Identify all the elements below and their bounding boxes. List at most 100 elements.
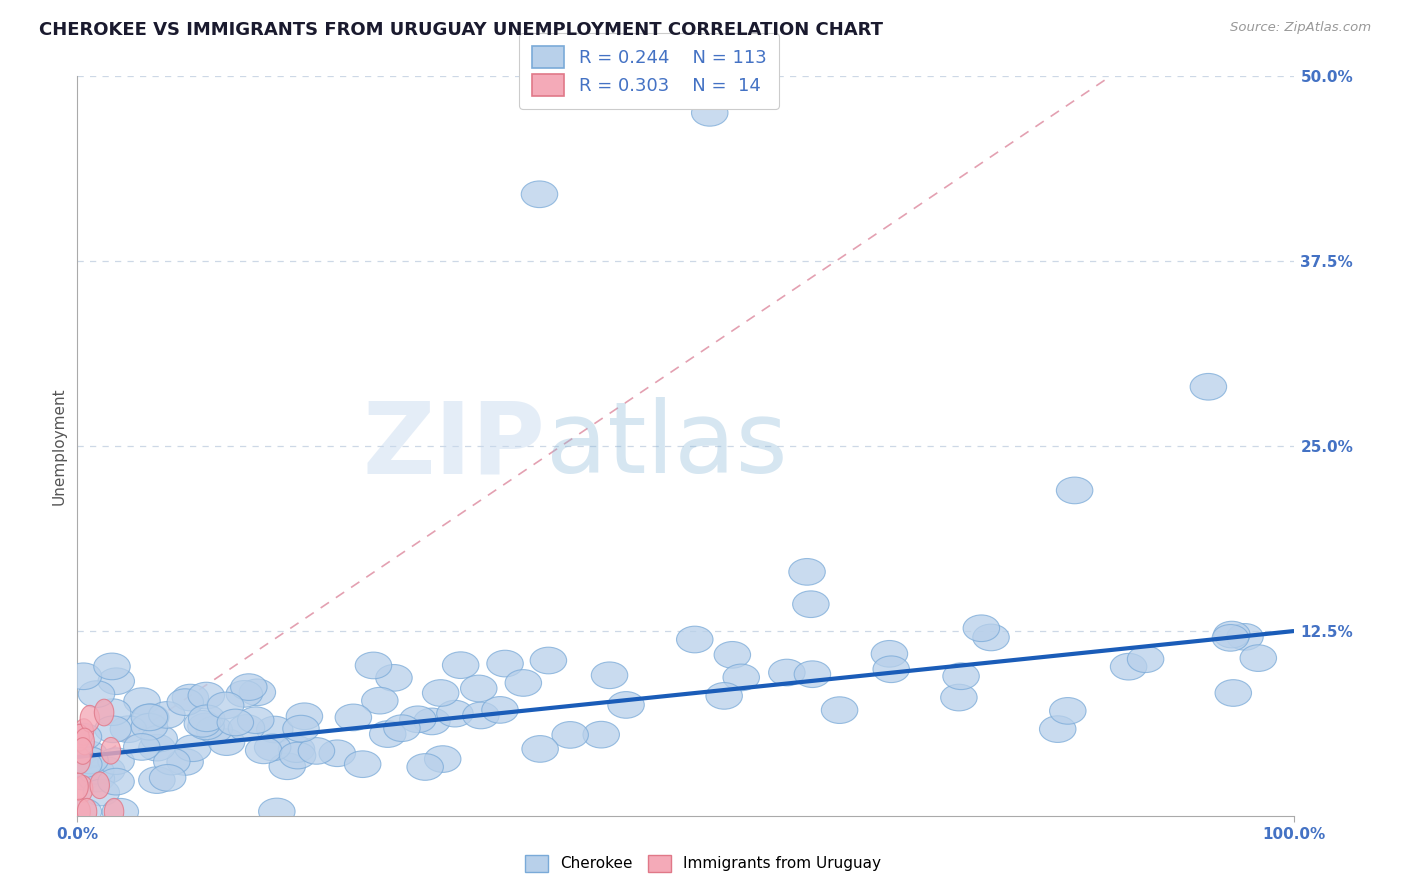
Ellipse shape — [131, 714, 167, 740]
Ellipse shape — [208, 729, 245, 756]
Ellipse shape — [98, 747, 135, 774]
Ellipse shape — [789, 558, 825, 585]
Ellipse shape — [522, 736, 558, 763]
Ellipse shape — [65, 723, 101, 750]
Ellipse shape — [873, 656, 910, 682]
Ellipse shape — [98, 668, 135, 695]
Legend: Cherokee, Immigrants from Uruguay: Cherokee, Immigrants from Uruguay — [519, 849, 887, 878]
Ellipse shape — [422, 680, 458, 706]
Ellipse shape — [153, 748, 190, 775]
Ellipse shape — [1056, 477, 1092, 504]
Ellipse shape — [217, 709, 253, 736]
Ellipse shape — [149, 702, 186, 728]
Ellipse shape — [298, 738, 335, 764]
Ellipse shape — [70, 724, 90, 751]
Ellipse shape — [69, 773, 89, 800]
Ellipse shape — [188, 682, 225, 709]
Ellipse shape — [963, 615, 1000, 641]
Ellipse shape — [167, 748, 204, 775]
Ellipse shape — [124, 688, 160, 714]
Ellipse shape — [174, 735, 211, 762]
Ellipse shape — [425, 746, 461, 772]
Ellipse shape — [75, 719, 94, 746]
Ellipse shape — [269, 753, 305, 780]
Ellipse shape — [437, 700, 474, 727]
Ellipse shape — [254, 734, 291, 761]
Ellipse shape — [399, 706, 436, 732]
Ellipse shape — [1128, 646, 1164, 673]
Ellipse shape — [188, 705, 225, 731]
Ellipse shape — [226, 681, 263, 707]
Ellipse shape — [344, 751, 381, 778]
Ellipse shape — [65, 764, 101, 790]
Ellipse shape — [172, 684, 208, 711]
Ellipse shape — [461, 675, 496, 702]
Ellipse shape — [132, 704, 169, 731]
Ellipse shape — [139, 734, 176, 761]
Ellipse shape — [706, 682, 742, 709]
Ellipse shape — [592, 662, 627, 689]
Ellipse shape — [676, 626, 713, 653]
Ellipse shape — [70, 741, 107, 768]
Ellipse shape — [94, 699, 114, 726]
Ellipse shape — [384, 714, 420, 741]
Ellipse shape — [139, 767, 176, 793]
Ellipse shape — [90, 772, 110, 798]
Ellipse shape — [70, 747, 107, 772]
Ellipse shape — [335, 704, 371, 731]
Ellipse shape — [65, 798, 101, 825]
Ellipse shape — [1226, 624, 1263, 650]
Ellipse shape — [794, 661, 831, 688]
Text: Source: ZipAtlas.com: Source: ZipAtlas.com — [1230, 21, 1371, 34]
Ellipse shape — [872, 640, 908, 667]
Ellipse shape — [413, 708, 450, 735]
Ellipse shape — [195, 716, 232, 743]
Ellipse shape — [65, 663, 101, 690]
Ellipse shape — [607, 691, 644, 718]
Text: atlas: atlas — [546, 398, 787, 494]
Ellipse shape — [103, 798, 139, 825]
Ellipse shape — [553, 722, 588, 748]
Ellipse shape — [167, 689, 204, 715]
Ellipse shape — [70, 747, 90, 773]
Ellipse shape — [973, 624, 1010, 651]
Ellipse shape — [723, 664, 759, 690]
Ellipse shape — [94, 716, 131, 743]
Ellipse shape — [259, 798, 295, 825]
Ellipse shape — [443, 652, 479, 679]
Ellipse shape — [94, 698, 131, 725]
Ellipse shape — [79, 681, 115, 707]
Ellipse shape — [486, 650, 523, 677]
Ellipse shape — [505, 670, 541, 697]
Ellipse shape — [66, 751, 103, 778]
Ellipse shape — [1189, 374, 1226, 401]
Ellipse shape — [246, 737, 281, 764]
Ellipse shape — [124, 733, 160, 760]
Ellipse shape — [239, 679, 276, 706]
Ellipse shape — [73, 738, 93, 764]
Ellipse shape — [83, 780, 120, 805]
Ellipse shape — [1213, 621, 1250, 648]
Ellipse shape — [80, 706, 100, 732]
Legend: R = 0.244    N = 113, R = 0.303    N =  14: R = 0.244 N = 113, R = 0.303 N = 14 — [519, 33, 779, 109]
Ellipse shape — [238, 706, 274, 733]
Ellipse shape — [463, 702, 499, 729]
Ellipse shape — [73, 775, 93, 802]
Ellipse shape — [1240, 645, 1277, 672]
Text: CHEROKEE VS IMMIGRANTS FROM URUGUAY UNEMPLOYMENT CORRELATION CHART: CHEROKEE VS IMMIGRANTS FROM URUGUAY UNEM… — [39, 21, 883, 38]
Ellipse shape — [941, 684, 977, 711]
Ellipse shape — [184, 710, 221, 737]
Ellipse shape — [104, 798, 124, 825]
Ellipse shape — [72, 747, 108, 773]
Ellipse shape — [1215, 680, 1251, 706]
Ellipse shape — [714, 641, 751, 668]
Ellipse shape — [77, 798, 97, 825]
Y-axis label: Unemployment: Unemployment — [51, 387, 66, 505]
Ellipse shape — [1049, 698, 1085, 724]
Ellipse shape — [141, 725, 177, 752]
Ellipse shape — [131, 704, 167, 731]
Ellipse shape — [79, 765, 115, 792]
Ellipse shape — [256, 716, 292, 743]
Ellipse shape — [188, 713, 224, 739]
Ellipse shape — [101, 738, 121, 764]
